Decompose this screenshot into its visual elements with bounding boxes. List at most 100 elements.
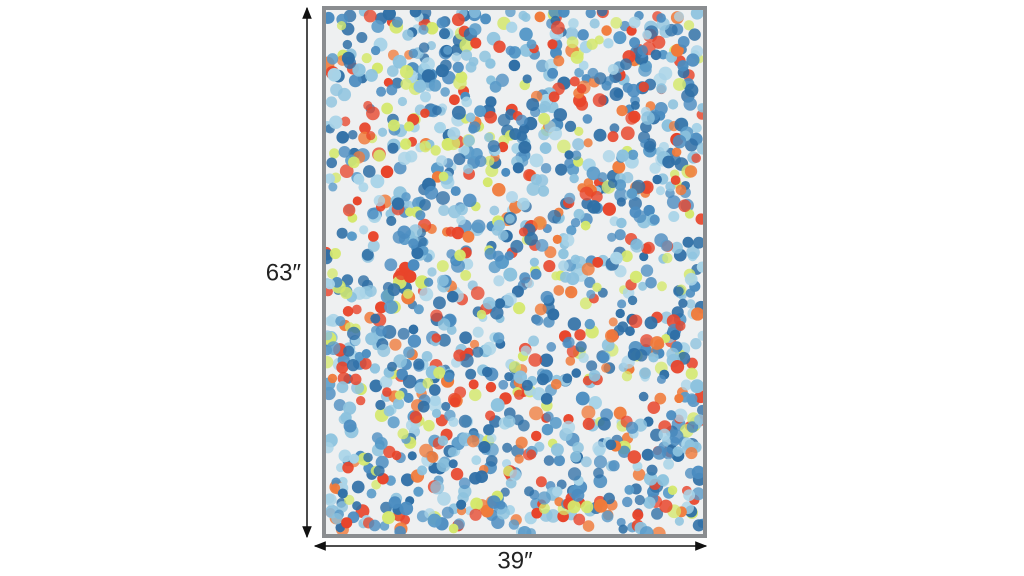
pattern-dot	[593, 128, 607, 142]
pattern-dot	[422, 377, 434, 389]
pattern-dot	[538, 129, 550, 141]
pattern-dot	[448, 523, 459, 534]
pattern-dot	[548, 10, 562, 19]
pattern-dot	[577, 29, 589, 41]
pattern-dot	[382, 10, 396, 21]
pattern-dot	[659, 499, 673, 513]
pattern-dot	[516, 130, 528, 142]
pattern-dot	[519, 27, 533, 42]
pattern-dot	[697, 103, 703, 113]
pattern-dot	[667, 99, 679, 110]
pattern-dot	[684, 138, 698, 152]
pattern-dot	[562, 373, 573, 384]
pattern-dot	[348, 130, 358, 140]
pattern-dot	[686, 53, 700, 67]
pattern-dot	[419, 198, 431, 211]
pattern-dot	[437, 492, 451, 506]
pattern-dot	[580, 456, 592, 468]
pattern-dot	[327, 268, 338, 279]
pattern-dot	[505, 214, 515, 224]
pattern-dot	[690, 338, 702, 350]
pattern-dot	[552, 234, 562, 244]
pattern-dot	[337, 488, 348, 499]
pattern-dot	[413, 304, 424, 315]
pattern-dot	[602, 150, 616, 163]
pattern-dot	[461, 96, 473, 108]
pattern-dot	[620, 58, 632, 71]
pattern-dot	[621, 370, 633, 382]
pattern-dot	[648, 352, 659, 363]
pattern-dot	[672, 78, 686, 91]
pattern-dot	[474, 105, 487, 118]
pattern-dot	[342, 39, 353, 50]
pattern-dot	[543, 259, 556, 273]
pattern-dot	[684, 165, 698, 178]
pattern-dot	[336, 227, 348, 239]
pattern-dot	[351, 304, 362, 315]
pattern-dot	[534, 303, 547, 316]
pattern-dot	[369, 363, 381, 374]
pattern-dot	[420, 108, 430, 118]
pattern-dot	[627, 149, 639, 160]
pattern-dot	[438, 28, 451, 40]
pattern-dot	[602, 202, 616, 216]
pattern-dot	[326, 173, 335, 185]
pattern-dot	[391, 16, 403, 28]
pattern-dot	[384, 258, 398, 272]
pattern-dot	[518, 227, 528, 237]
pattern-dot	[547, 209, 562, 224]
pattern-dot	[553, 55, 565, 67]
pattern-dot	[326, 341, 341, 355]
pattern-dot	[438, 171, 449, 182]
pattern-dot	[465, 368, 477, 380]
pattern-dot	[646, 464, 658, 476]
pattern-dot	[392, 54, 407, 69]
pattern-dot	[644, 316, 658, 330]
pattern-dot	[570, 451, 582, 463]
pattern-dot	[335, 316, 346, 327]
pattern-dot	[522, 74, 532, 84]
pattern-dot	[437, 318, 451, 331]
pattern-dot	[419, 140, 432, 153]
pattern-dot	[593, 467, 604, 479]
pattern-dot	[580, 220, 591, 231]
pattern-dot	[437, 435, 449, 447]
pattern-dot	[451, 105, 466, 120]
pattern-dot	[425, 22, 439, 35]
pattern-dot	[338, 449, 352, 463]
pattern-dot	[413, 358, 425, 370]
pattern-dot	[697, 330, 703, 341]
pattern-dot	[394, 390, 405, 400]
pattern-dot	[628, 314, 643, 329]
pattern-dot	[326, 493, 337, 506]
pattern-dot	[429, 384, 441, 396]
pattern-dot	[593, 455, 608, 469]
pattern-dot	[580, 500, 594, 514]
pattern-dot	[451, 13, 465, 27]
pattern-dot	[443, 45, 453, 55]
pattern-dot	[575, 391, 590, 406]
pattern-dot	[331, 483, 341, 493]
pattern-dot	[391, 450, 402, 461]
pattern-dot	[489, 80, 502, 93]
pattern-dot	[587, 67, 599, 79]
pattern-dot	[567, 500, 581, 514]
pattern-dot	[327, 67, 342, 82]
pattern-dot	[678, 298, 688, 308]
pattern-dot	[505, 45, 516, 56]
pattern-dot	[566, 36, 579, 49]
pattern-dot	[487, 140, 500, 153]
pattern-dot	[391, 197, 405, 210]
pattern-dot	[638, 81, 649, 93]
pattern-dot	[683, 20, 695, 31]
pattern-dot	[685, 299, 696, 309]
pattern-dot	[490, 398, 505, 413]
pattern-dot	[427, 513, 442, 528]
pattern-dot	[437, 274, 449, 287]
pattern-dot	[356, 395, 366, 406]
pattern-dot	[607, 63, 619, 75]
pattern-dot	[565, 356, 576, 366]
pattern-dot	[362, 165, 376, 178]
